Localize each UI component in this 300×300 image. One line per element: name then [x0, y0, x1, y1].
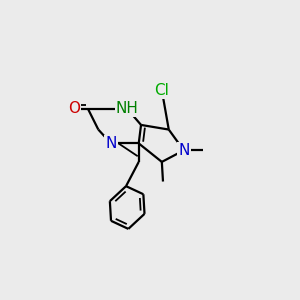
Text: Cl: Cl — [154, 83, 169, 98]
Text: NH: NH — [116, 101, 139, 116]
Text: N: N — [178, 143, 190, 158]
Text: O: O — [68, 101, 80, 116]
Text: N: N — [105, 136, 117, 151]
